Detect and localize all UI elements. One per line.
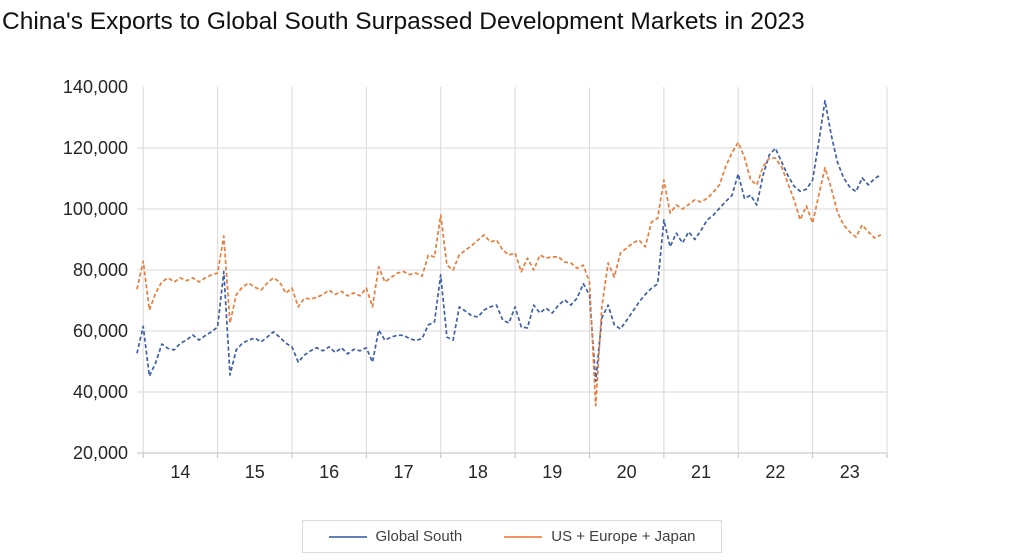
y-axis-tick-label: 20,000 (73, 443, 128, 463)
y-axis-tick-label: 100,000 (63, 199, 128, 219)
x-axis-tick-label: 16 (319, 462, 339, 482)
x-axis-tick-label: 20 (617, 462, 637, 482)
x-axis-tick-label: 23 (840, 462, 860, 482)
y-axis-tick-label: 80,000 (73, 260, 128, 280)
us-europe-japan-line (136, 141, 882, 407)
x-axis-tick-label: 21 (691, 462, 711, 482)
x-axis-tick-label: 19 (542, 462, 562, 482)
y-axis-tick-label: 60,000 (73, 321, 128, 341)
legend-label: Global South (375, 528, 463, 545)
y-axis-tick-label: 140,000 (63, 77, 128, 97)
y-axis-tick-label: 120,000 (63, 138, 128, 158)
global-south-line (136, 99, 882, 383)
legend-item-developed-markets: US + Europe + Japan (504, 528, 696, 545)
x-axis-tick-label: 18 (468, 462, 488, 482)
legend-label: US + Europe + Japan (551, 528, 696, 545)
y-axis-tick-label: 40,000 (73, 382, 128, 402)
x-axis-labels: 14 15 16 17 18 19 20 21 22 23 (170, 462, 859, 482)
x-axis-tick-label: 14 (170, 462, 190, 482)
legend: Global South US + Europe + Japan (302, 520, 722, 553)
legend-line-sample-global-south (328, 535, 367, 538)
x-axis-tick-label: 15 (245, 462, 265, 482)
legend-line-sample-us-europe-japan (504, 535, 543, 538)
chart-title: China's Exports to Global South Surpasse… (2, 8, 805, 35)
x-axis-tick-label: 17 (394, 462, 414, 482)
x-axis-tick-label: 22 (765, 462, 785, 482)
legend-item-global-south: Global South (328, 528, 463, 545)
y-axis-labels: 20,000 40,000 60,000 80,000 100,000 120,000 14… (63, 77, 128, 463)
gridlines (137, 87, 888, 458)
